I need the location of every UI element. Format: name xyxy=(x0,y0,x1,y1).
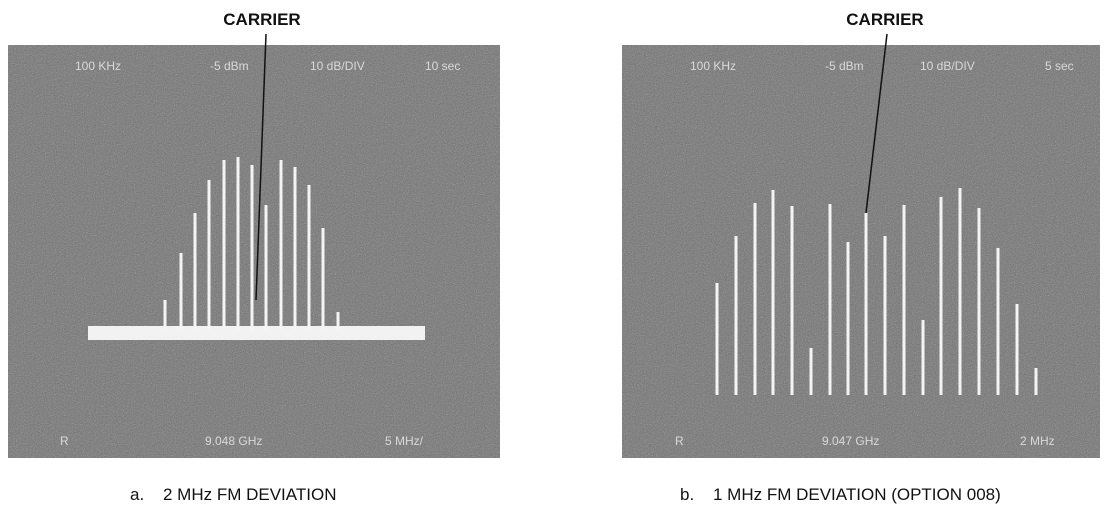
screen-noise xyxy=(622,45,1100,458)
readout: 100 KHz xyxy=(690,59,736,73)
readout: 10 dB/DIV xyxy=(310,59,365,73)
caption-letter: b. xyxy=(680,485,694,504)
caption: 1 MHz FM DEVIATION (OPTION 008) xyxy=(713,485,1001,504)
panel-b: 100 KHz -5 dBm 10 dB/DIV 5 sec R 9.047 G… xyxy=(622,10,1100,504)
noise-floor xyxy=(88,326,425,340)
readout: -5 dBm xyxy=(210,59,249,73)
readout: 10 sec xyxy=(425,59,460,73)
caption: 2 MHz FM DEVIATION xyxy=(163,485,336,504)
panel-a: 100 KHz -5 dBm 10 dB/DIV 10 sec R 9.048 … xyxy=(8,10,500,504)
carrier-pointer xyxy=(255,33,267,301)
readout: 9.048 GHz xyxy=(205,434,262,448)
caption-letter: a. xyxy=(130,485,144,504)
carrier-pointer xyxy=(865,33,888,214)
screen-noise xyxy=(8,45,500,458)
readout: 5 sec xyxy=(1045,59,1074,73)
readout: 10 dB/DIV xyxy=(920,59,975,73)
readout: 9.047 GHz xyxy=(822,434,879,448)
readout: 2 MHz xyxy=(1020,434,1055,448)
carrier-label: CARRIER xyxy=(223,10,300,29)
spectrum xyxy=(715,188,1038,395)
readout: -5 dBm xyxy=(825,59,864,73)
carrier-label: CARRIER xyxy=(846,10,923,29)
readout: 100 KHz xyxy=(75,59,121,73)
readout: R xyxy=(60,434,69,448)
readout: R xyxy=(675,434,684,448)
readout: 5 MHz/ xyxy=(385,434,424,448)
spectrum xyxy=(163,157,340,330)
